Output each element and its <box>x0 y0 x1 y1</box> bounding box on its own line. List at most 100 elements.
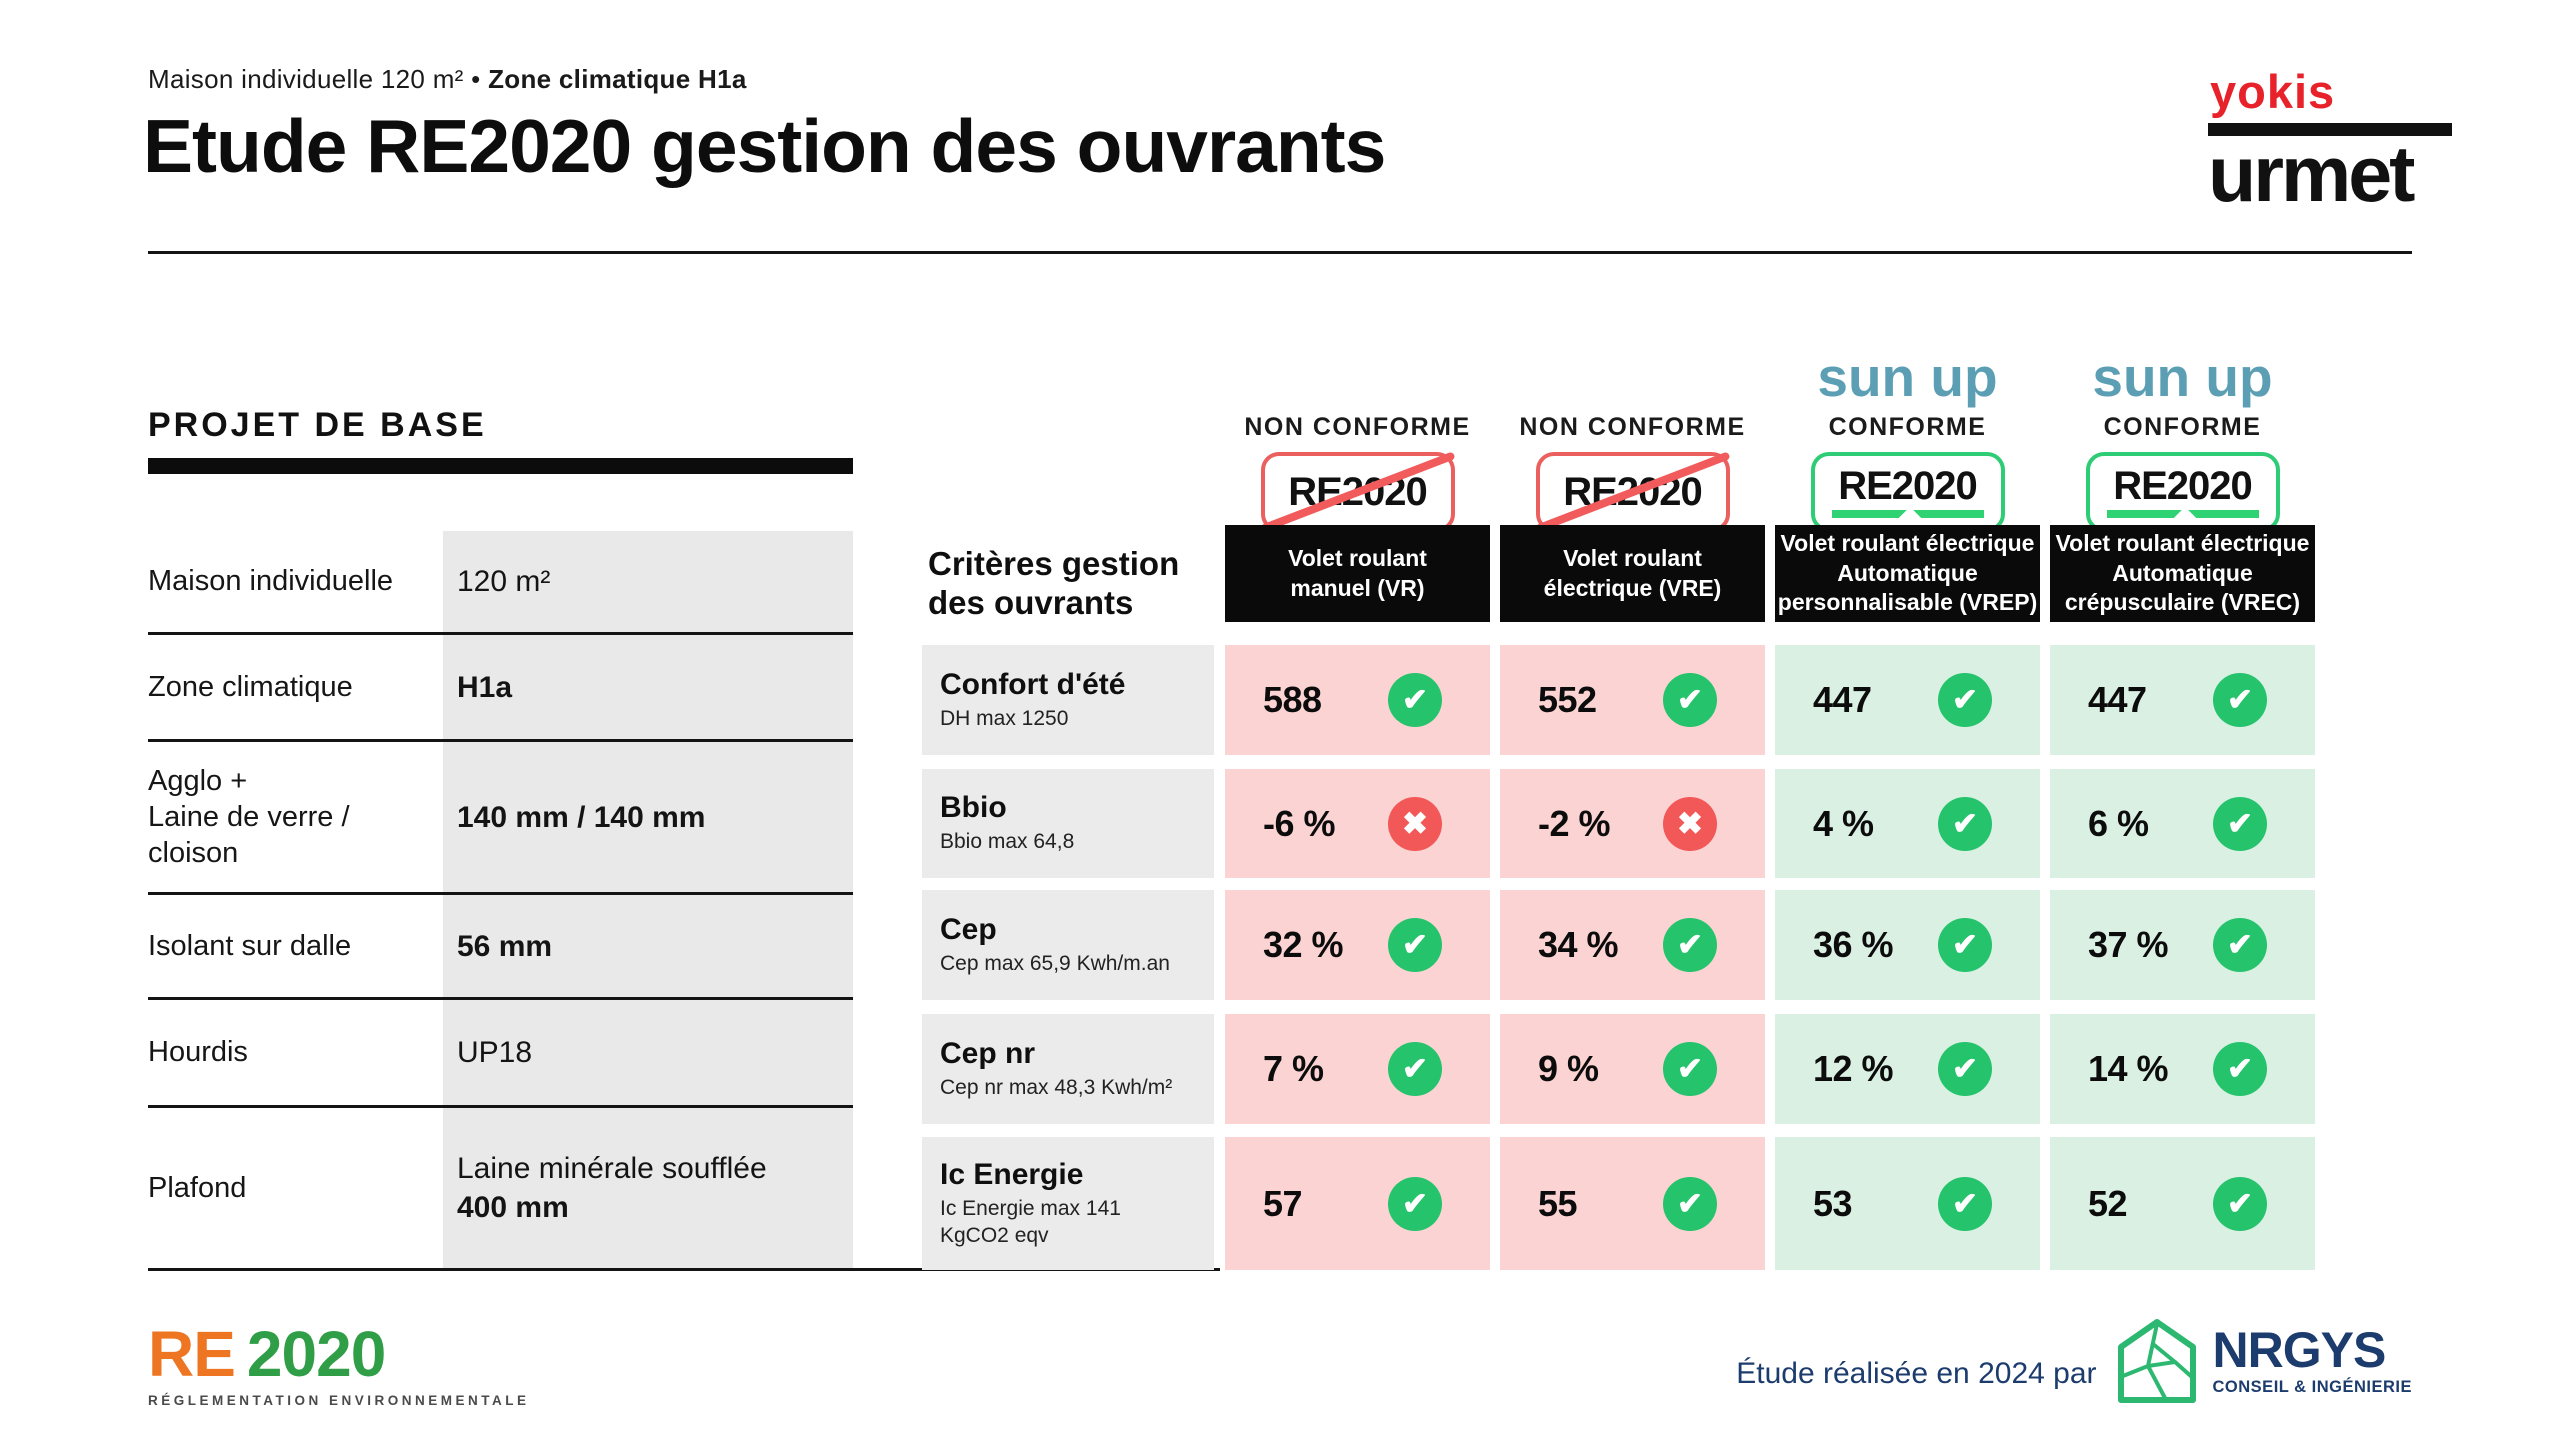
table-bottom-rule <box>148 1268 1220 1271</box>
row-value-line2: 400 mm <box>457 1191 569 1224</box>
re2020-badge-conforme: RE2020 <box>2085 452 2280 532</box>
cell-value: 53 <box>1813 1182 1853 1224</box>
criterion-name: Confort d'été <box>940 667 1126 701</box>
data-cell: 12 % <box>1775 1014 2040 1124</box>
data-cell: 447 <box>1775 645 2040 755</box>
row-value-line1: Laine minérale soufflée <box>457 1152 767 1185</box>
check-icon <box>1388 918 1442 972</box>
data-cell: -6 % <box>1225 769 1490 878</box>
re2020-badge-non-conforme: RE2020 <box>1535 452 1730 532</box>
sun-up-logo: sun up <box>2092 346 2273 408</box>
check-icon <box>2213 1176 2267 1231</box>
header-divider <box>148 251 2412 254</box>
cell-value: 447 <box>2088 679 2147 720</box>
column-badge-vre: NON CONFORME RE2020 <box>1500 318 1765 532</box>
criterion-cell: Bbio Bbio max 64,8 <box>922 769 1214 878</box>
column-badge-vr: NON CONFORME RE2020 <box>1225 318 1490 532</box>
data-cell: 552 <box>1500 645 1765 755</box>
data-cell: 588 <box>1225 645 1490 755</box>
data-cell: 14 % <box>2050 1014 2315 1124</box>
table-row: Isolant sur dalle 56 mm <box>148 895 853 1000</box>
footer-credit-block: Étude réalisée en 2024 par NRGYS CONSEIL… <box>1736 1318 2412 1404</box>
table-row: Plafond Laine minérale soufflée 400 mm <box>148 1108 853 1268</box>
row-value: UP18 <box>443 1000 853 1105</box>
data-cell: 52 <box>2050 1137 2315 1270</box>
re2020-logo-re: RE <box>148 1318 236 1390</box>
status-label: NON CONFORME <box>1244 413 1471 441</box>
criterion-name: Bbio <box>940 791 1007 825</box>
column-header-vre: Volet roulant électrique (VRE) <box>1500 525 1765 622</box>
row-label: Plafond <box>148 1171 247 1204</box>
check-icon <box>1663 918 1717 972</box>
check-icon <box>1938 1176 1992 1231</box>
data-cell: 32 % <box>1225 890 1490 1000</box>
criteria-header: Critères gestion des ouvrants <box>928 545 1180 621</box>
data-cell: 9 % <box>1500 1014 1765 1124</box>
row-label: Zone climatique <box>148 670 353 703</box>
cell-value: 6 % <box>2088 802 2149 844</box>
subtitle-project: Maison individuelle 120 m² <box>148 64 464 94</box>
cell-value: 588 <box>1263 679 1322 720</box>
check-icon <box>1388 1042 1442 1096</box>
check-icon <box>1938 1042 1992 1096</box>
row-label: Isolant sur dalle <box>148 929 352 962</box>
data-cell: 53 <box>1775 1137 2040 1270</box>
data-cell: 34 % <box>1500 890 1765 1000</box>
base-project-title: PROJET DE BASE <box>148 406 487 444</box>
cell-value: 14 % <box>2088 1048 2169 1089</box>
criterion-limit: Bbio max 64,8 <box>940 830 1075 854</box>
cross-icon <box>1388 796 1442 851</box>
column-header-vrep: Volet roulant électrique Automatique per… <box>1775 525 2040 622</box>
check-icon <box>1388 673 1442 727</box>
cell-value: 4 % <box>1813 802 1874 844</box>
check-icon <box>1388 1176 1442 1231</box>
cell-value: 52 <box>2088 1182 2128 1224</box>
criterion-cell: Cep nr Cep nr max 48,3 Kwh/m² <box>922 1014 1214 1124</box>
base-project-title-bar <box>148 458 853 474</box>
cell-value: -2 % <box>1538 802 1611 844</box>
row-value: Laine minérale soufflée 400 mm <box>443 1108 853 1268</box>
status-label: NON CONFORME <box>1519 413 1746 441</box>
column-header-vr: Volet roulant manuel (VR) <box>1225 525 1490 622</box>
check-icon <box>2213 1042 2267 1096</box>
check-icon <box>2213 673 2267 727</box>
sun-up-logo: sun up <box>1817 346 1998 408</box>
badge-green-underline <box>2106 510 2259 518</box>
criterion-limit: Cep nr max 48,3 Kwh/m² <box>940 1075 1173 1099</box>
subtitle-separator: • <box>463 64 489 94</box>
check-icon <box>1938 796 1992 851</box>
check-icon <box>1663 1042 1717 1096</box>
check-icon <box>1938 673 1992 727</box>
cell-value: 37 % <box>2088 924 2169 965</box>
cell-value: 55 <box>1538 1182 1578 1224</box>
row-value: 140 mm / 140 mm <box>443 742 853 892</box>
re2020-badge-non-conforme: RE2020 <box>1260 452 1455 532</box>
row-label: Agglo + Laine de verre / cloison <box>148 764 350 870</box>
data-cell: -2 % <box>1500 769 1765 878</box>
row-value: H1a <box>443 635 853 739</box>
cell-value: 9 % <box>1538 1048 1599 1089</box>
badge-text: RE2020 <box>2113 464 2253 508</box>
check-icon <box>1938 918 1992 972</box>
data-cell: 36 % <box>1775 890 2040 1000</box>
badge-text: RE2020 <box>1563 470 1703 514</box>
criterion-cell: Confort d'été DH max 1250 <box>922 645 1214 755</box>
cell-value: 34 % <box>1538 924 1619 965</box>
data-cell: 4 % <box>1775 769 2040 878</box>
re2020-logo-2020: 2020 <box>246 1318 386 1390</box>
row-value: 56 mm <box>443 895 853 997</box>
cross-icon <box>1663 796 1717 851</box>
row-value: 120 m² <box>443 531 853 632</box>
criterion-name: Ic Energie <box>940 1158 1084 1192</box>
credit-text: Étude réalisée en 2024 par <box>1736 1357 2097 1390</box>
table-row: Maison individuelle 120 m² <box>148 531 853 635</box>
table-row: Zone climatique H1a <box>148 635 853 742</box>
table-row: Agglo + Laine de verre / cloison 140 mm … <box>148 742 853 895</box>
badge-green-underline <box>1831 510 1984 518</box>
cell-value: 447 <box>1813 679 1872 720</box>
row-label: Hourdis <box>148 1036 248 1069</box>
column-badge-vrec: sun up CONFORME RE2020 <box>2050 318 2315 532</box>
criterion-limit: Ic Energie max 141 KgCO2 eqv <box>940 1197 1121 1247</box>
yokis-urmet-logo: yokis urmet <box>2208 68 2452 213</box>
check-icon <box>1663 1176 1717 1231</box>
